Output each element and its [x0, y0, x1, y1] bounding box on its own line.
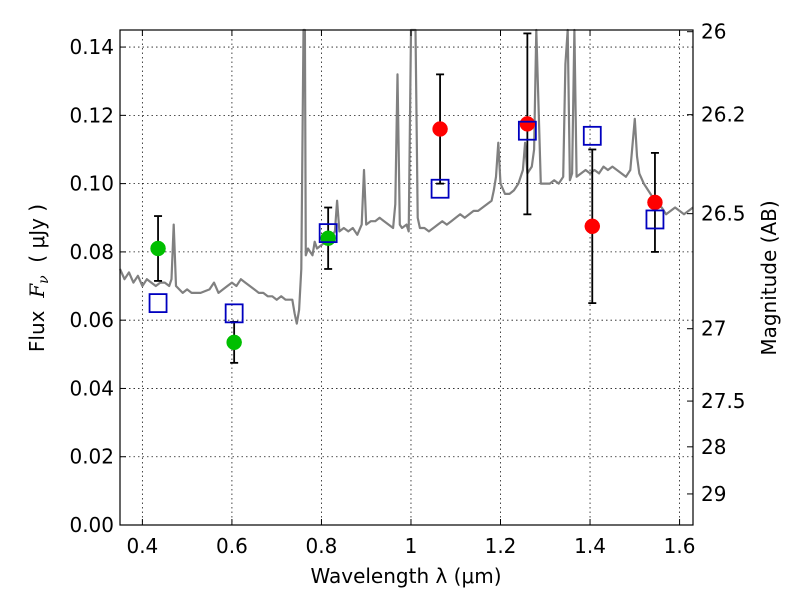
red-data-point	[584, 218, 601, 235]
green-data-point	[226, 334, 242, 351]
green-data-point	[320, 230, 336, 246]
magnitude-tick-label: 26.5	[701, 202, 746, 226]
y-label-symbol: F	[25, 283, 49, 299]
y-axis-label-right: Magnitude (AB)	[757, 200, 781, 355]
x-tick-label: 1.4	[574, 534, 606, 558]
magnitude-tick-label: 26	[701, 20, 726, 44]
magnitude-tick-label: 27.5	[701, 389, 746, 413]
photometry-markers	[148, 116, 665, 351]
red-data-point	[519, 116, 536, 132]
y-tick-label: 0.12	[69, 103, 114, 127]
x-tick-label: 1	[405, 534, 418, 558]
red-data-point	[432, 121, 448, 137]
red-data-point	[647, 194, 663, 211]
green-data-point	[150, 240, 166, 257]
x-tick-label: 0.6	[216, 534, 248, 558]
model-point-square	[148, 293, 168, 314]
magnitude-tick-label: 29	[701, 482, 726, 506]
magnitude-axis-ticks: 26 26.2 26.5 27 27.5 28 29	[687, 20, 746, 506]
model-point-square	[645, 209, 665, 230]
model-point-square	[430, 178, 450, 199]
y-tick-label: 0.14	[69, 35, 114, 59]
y-tick-label: 0.08	[69, 240, 114, 264]
y-label-unit: ( μJy )	[25, 204, 49, 276]
y-tick-label: 0.04	[69, 376, 114, 400]
model-point-square	[517, 120, 537, 141]
plot-frame	[119, 29, 694, 526]
y-tick-label: 0.10	[69, 172, 114, 196]
y-axis-ticks: 0.00 0.02 0.04 0.06 0.08 0.10 0.12 0.14	[69, 35, 126, 537]
magnitude-tick-label: 26.2	[701, 103, 746, 127]
spectrum-line	[118, 28, 694, 325]
model-point-square	[224, 303, 244, 324]
y-axis-label-left: Flux Fν ( μJy )	[25, 204, 52, 352]
model-point-square	[318, 223, 338, 244]
y-tick-label: 0.00	[69, 513, 114, 537]
x-tick-label: 0.4	[126, 534, 158, 558]
model-spectrum	[118, 28, 694, 325]
model-point-square	[582, 125, 602, 146]
magnitude-tick-label: 28	[701, 435, 726, 459]
y-tick-label: 0.02	[69, 445, 114, 469]
y-label-prefix: Flux	[25, 298, 49, 352]
x-tick-label: 0.8	[306, 534, 338, 558]
y-tick-label: 0.06	[69, 308, 114, 332]
magnitude-tick-label: 27	[701, 317, 726, 341]
x-tick-label: 1.6	[664, 534, 696, 558]
x-axis-label: Wavelength λ (μm)	[310, 564, 501, 588]
error-bars	[154, 32, 659, 364]
x-axis-ticks: 0.4 0.6 0.8 1 1.2 1.4 1.6	[126, 30, 695, 558]
y-label-subscript: ν	[36, 275, 52, 284]
grid-lines	[120, 30, 693, 526]
x-tick-label: 1.2	[485, 534, 517, 558]
